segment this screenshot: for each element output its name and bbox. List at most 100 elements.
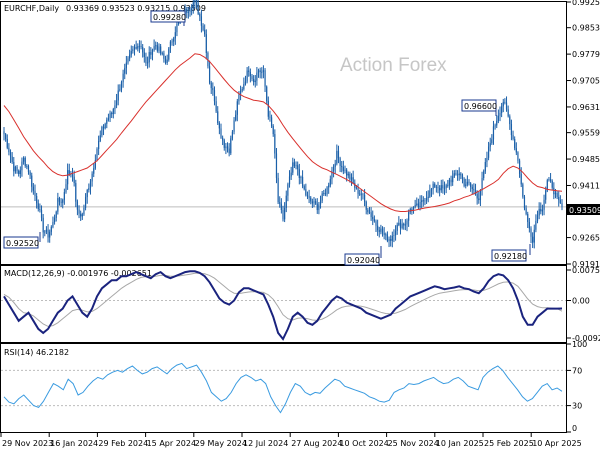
- candle: [45, 226, 48, 235]
- candle: [487, 141, 490, 161]
- svg-text:0.99280: 0.99280: [153, 13, 186, 22]
- candle: [448, 177, 451, 190]
- candle: [479, 189, 482, 207]
- candle: [155, 41, 157, 50]
- candle: [456, 170, 459, 181]
- candle: [403, 222, 405, 230]
- candle: [494, 123, 496, 130]
- candle: [465, 178, 467, 189]
- candle: [44, 230, 46, 237]
- candle: [297, 161, 299, 176]
- candle: [120, 80, 123, 93]
- candle: [127, 56, 129, 65]
- candle: [161, 51, 163, 56]
- candle: [478, 191, 480, 204]
- candle: [63, 188, 65, 205]
- candle: [239, 85, 242, 101]
- candle: [559, 195, 561, 204]
- svg-text:0.92040: 0.92040: [347, 256, 380, 265]
- candle: [220, 123, 222, 139]
- candle: [226, 142, 229, 153]
- candle: [112, 107, 114, 119]
- candle: [53, 214, 56, 225]
- candle: [549, 173, 552, 183]
- candle: [386, 231, 389, 243]
- annotation-high-2: 0.96600: [461, 99, 497, 116]
- candle: [329, 175, 331, 188]
- candle: [458, 167, 460, 181]
- rsi-tick-label: 0: [572, 424, 577, 433]
- candle: [31, 172, 33, 193]
- candle: [350, 173, 353, 186]
- candle: [489, 137, 491, 152]
- candle: [210, 80, 212, 94]
- rsi-axis: 100 70 30 0: [1, 340, 587, 433]
- current-price-tag: 0.93509: [567, 204, 600, 215]
- annotation-high-1: 0.99280: [150, 10, 186, 26]
- candle: [362, 192, 364, 200]
- candle: [505, 96, 508, 112]
- candle: [509, 114, 511, 130]
- svg-text:0.92180: 0.92180: [494, 252, 527, 261]
- candle: [421, 195, 423, 209]
- candle: [269, 110, 271, 122]
- time-tick-label: 16 Jan 2024: [50, 439, 98, 448]
- candle: [561, 199, 563, 211]
- rsi-tick-label: 70: [572, 366, 582, 375]
- candle: [253, 75, 255, 86]
- candle: [305, 183, 307, 197]
- candle: [359, 189, 361, 196]
- candle: [360, 188, 362, 201]
- candle: [160, 43, 162, 56]
- candle: [443, 181, 446, 195]
- candle: [471, 184, 473, 195]
- candle: [282, 205, 284, 222]
- rsi-tick-label: 100: [572, 340, 587, 349]
- candle: [42, 214, 44, 239]
- candle: [49, 229, 51, 243]
- candle: [249, 68, 251, 83]
- candle: [204, 24, 206, 37]
- candle: [81, 212, 83, 220]
- candle: [50, 225, 52, 236]
- candle: [169, 40, 172, 53]
- candle: [424, 197, 426, 206]
- rsi-pane-frame: [0, 343, 567, 433]
- candle: [404, 219, 406, 231]
- candle: [522, 182, 524, 199]
- candle: [447, 179, 449, 188]
- candle: [368, 207, 371, 215]
- candle: [445, 183, 447, 194]
- candle: [133, 44, 136, 56]
- candle: [528, 217, 530, 233]
- candle: [13, 157, 15, 177]
- candle: [267, 96, 269, 120]
- candle: [354, 179, 356, 192]
- candle: [235, 110, 237, 122]
- macd-tick-label: 0.007526: [572, 266, 600, 275]
- candle: [60, 198, 62, 208]
- candle: [32, 183, 34, 195]
- candle: [93, 163, 95, 178]
- candle: [151, 48, 154, 61]
- candle: [349, 171, 351, 183]
- candle: [142, 44, 144, 58]
- candle: [261, 67, 263, 79]
- time-tick-label: 10 Jan 2025: [436, 439, 484, 448]
- candle: [98, 135, 100, 156]
- candle: [496, 115, 498, 129]
- candle: [254, 75, 256, 88]
- candle: [310, 196, 312, 205]
- annotation-low-3: 0.92180: [491, 244, 531, 262]
- macd-main-line: [3, 270, 563, 341]
- macd-pane-frame: [0, 265, 567, 343]
- candle: [543, 194, 545, 216]
- candle: [486, 151, 488, 168]
- candle: [535, 214, 537, 233]
- candle: [84, 193, 87, 211]
- candle: [468, 179, 470, 186]
